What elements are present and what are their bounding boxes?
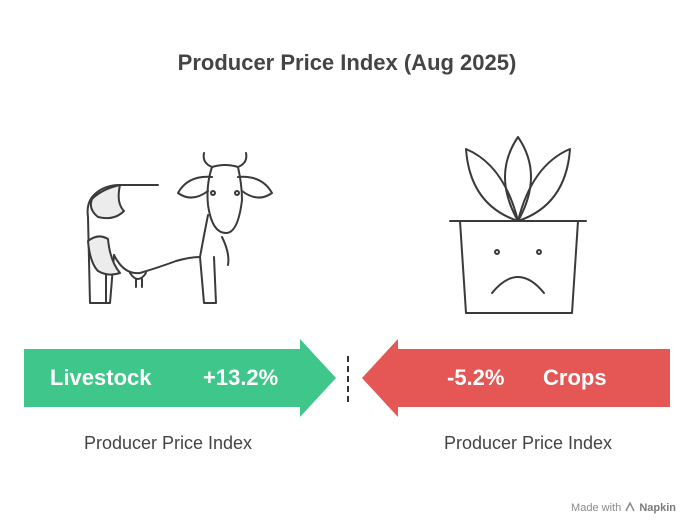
napkin-logo-icon bbox=[625, 501, 635, 512]
center-divider bbox=[347, 356, 349, 402]
crops-sublabel: Producer Price Index bbox=[443, 433, 613, 453]
crops-arrow bbox=[362, 339, 670, 417]
diagram-title: Producer Price Index (Aug 2025) bbox=[177, 50, 517, 75]
crops-value: -5.2% bbox=[447, 365, 505, 390]
watermark-brand: Napkin bbox=[639, 502, 676, 514]
watermark: Made with Napkin bbox=[571, 501, 676, 514]
livestock-sublabel: Producer Price Index bbox=[83, 433, 253, 453]
livestock-value: +13.2% bbox=[203, 365, 279, 390]
crops-label: Crops bbox=[543, 365, 607, 390]
livestock-label: Livestock bbox=[50, 365, 152, 390]
cow-icon bbox=[86, 152, 273, 304]
watermark-prefix: Made with bbox=[571, 502, 622, 514]
livestock-arrow bbox=[24, 339, 336, 417]
sad-plant-pot-icon bbox=[449, 136, 587, 314]
